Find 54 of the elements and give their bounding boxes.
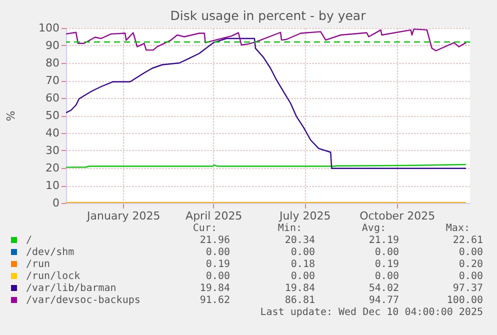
text: Avg: [362, 223, 386, 234]
line-series [66, 38, 467, 169]
y-tick-label: 20 [46, 162, 60, 174]
x-tick-label: July 2025 [278, 210, 331, 222]
text: 100.00 [446, 295, 483, 306]
text: Cur: [192, 223, 217, 234]
text: 94.77 [368, 295, 399, 306]
y-tick-label: 80 [46, 56, 60, 70]
y-tick-label: 10 [46, 179, 60, 192]
text: 0.00 [206, 271, 230, 282]
y-tick-label: 60 [46, 92, 60, 104]
text: 0.00 [206, 247, 230, 258]
text: Min: [278, 223, 302, 234]
y-tick-label: 0 [52, 196, 60, 210]
text: 0.00 [290, 271, 315, 282]
y-tick-label: 50 [46, 109, 60, 122]
text: 0.00 [290, 247, 315, 258]
text: 21.96 [200, 235, 230, 246]
x-tick-label: January 2025 [86, 210, 160, 222]
y-tick-label: 70 [46, 74, 60, 87]
text: 21.19 [368, 235, 399, 246]
text: 0.19 [374, 259, 399, 270]
text: 20.34 [284, 235, 315, 246]
text: 0.18 [290, 259, 315, 270]
x-tick-label: April 2025 [186, 210, 242, 222]
chart-title: Disk usage in percent - by year [170, 8, 367, 23]
text: 19.84 [284, 283, 315, 294]
y-tick-label: 40 [46, 126, 60, 140]
text: 0.00 [374, 247, 399, 258]
text: 0.19 [206, 259, 230, 270]
y-tick-label: 90 [46, 39, 60, 52]
text: 0.20 [458, 259, 483, 270]
legend-label: /dev/shm [26, 247, 74, 258]
legend-label: / [26, 235, 32, 246]
text: 0.00 [458, 271, 483, 282]
legend-label: /var/lib/barman [26, 283, 116, 294]
line-series [66, 28, 467, 52]
x-tick-label: October 2025 [360, 210, 436, 222]
text: 0.00 [374, 271, 399, 282]
y-tick-label: 30 [46, 144, 60, 157]
text: 22.61 [452, 235, 483, 246]
y-axis-title: % [4, 110, 18, 122]
legend-label: /run/lock [26, 271, 80, 282]
text: 19.84 [200, 283, 230, 294]
legend-label: /run [26, 259, 50, 270]
text: 91.62 [200, 295, 230, 306]
text: 97.37 [452, 283, 483, 294]
text: 86.81 [284, 295, 315, 306]
text: 0.00 [458, 247, 483, 258]
y-tick-label: 100 [38, 22, 60, 34]
legend-label: /var/devsoc-backups [26, 295, 140, 306]
text: Last update: Wed Dec 10 04:00:00 2025 [260, 307, 483, 318]
text: Max: [446, 223, 470, 234]
text: 54.02 [368, 283, 399, 294]
